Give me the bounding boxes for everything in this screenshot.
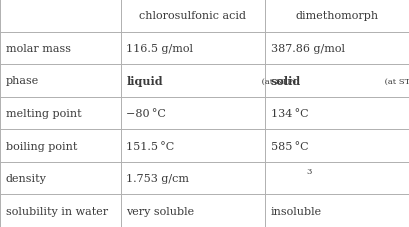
Text: 387.86 g/mol: 387.86 g/mol bbox=[271, 44, 345, 54]
Text: 585 °C: 585 °C bbox=[271, 141, 308, 151]
Text: 1.753 g/cm: 1.753 g/cm bbox=[126, 173, 189, 183]
Text: boiling point: boiling point bbox=[6, 141, 77, 151]
Text: molar mass: molar mass bbox=[6, 44, 71, 54]
Text: melting point: melting point bbox=[6, 109, 81, 118]
Text: solubility in water: solubility in water bbox=[6, 206, 108, 216]
Text: (at STP): (at STP) bbox=[259, 77, 296, 85]
Text: 116.5 g/mol: 116.5 g/mol bbox=[126, 44, 193, 54]
Text: 134 °C: 134 °C bbox=[271, 109, 308, 118]
Text: (at STP): (at STP) bbox=[382, 77, 409, 85]
Text: insoluble: insoluble bbox=[271, 206, 322, 216]
Text: density: density bbox=[6, 173, 47, 183]
Text: liquid: liquid bbox=[126, 76, 163, 86]
Text: −80 °C: −80 °C bbox=[126, 109, 166, 118]
Text: chlorosulfonic acid: chlorosulfonic acid bbox=[139, 11, 246, 21]
Text: solid: solid bbox=[271, 76, 301, 86]
Text: dimethomorph: dimethomorph bbox=[295, 11, 379, 21]
Text: 151.5 °C: 151.5 °C bbox=[126, 141, 175, 151]
Text: phase: phase bbox=[6, 76, 39, 86]
Text: very soluble: very soluble bbox=[126, 206, 195, 216]
Text: 3: 3 bbox=[306, 167, 312, 175]
